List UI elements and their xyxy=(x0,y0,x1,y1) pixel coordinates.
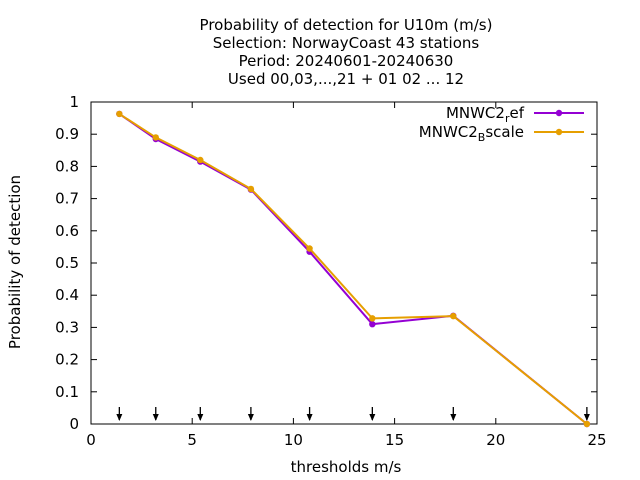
data-point xyxy=(369,320,376,328)
x-tick-label: 25 xyxy=(587,431,606,449)
arrow-head xyxy=(247,414,254,421)
data-point xyxy=(152,134,159,141)
threshold-arrow xyxy=(450,407,457,421)
arrow-head xyxy=(116,414,123,421)
x-axis: 0 5 10 15 20 25 xyxy=(86,102,607,449)
y-tick-label: 0.5 xyxy=(55,254,79,272)
x-tick-label: 20 xyxy=(486,431,505,449)
legend-swatch-point xyxy=(555,109,563,117)
x-tick-label: 0 xyxy=(86,431,96,449)
series-lines xyxy=(116,110,591,428)
legend-item: MNWC2Bscale xyxy=(419,123,584,144)
y-tick-label: 0.6 xyxy=(55,222,79,240)
x-axis-label: thresholds m/s xyxy=(291,458,402,476)
x-tick-label: 15 xyxy=(385,431,404,449)
y-tick-label: 1 xyxy=(69,93,79,111)
threshold-arrow xyxy=(369,407,376,421)
plot-frame xyxy=(90,101,598,425)
arrow-head xyxy=(306,414,313,421)
y-tick-label: 0.9 xyxy=(55,125,79,143)
data-point xyxy=(369,315,376,322)
title-line: Used 00,03,...,21 + 01 02 ... 12 xyxy=(228,70,464,88)
title-line: Probability of detection for U10m (m/s) xyxy=(200,16,493,34)
threshold-arrow xyxy=(116,407,123,421)
threshold-arrow xyxy=(583,407,590,421)
legend-item: MNWC2ref xyxy=(446,104,584,125)
title-line: Selection: NorwayCoast 43 stations xyxy=(213,34,480,52)
threshold-arrow xyxy=(152,407,159,421)
chart-title: Probability of detection for U10m (m/s)S… xyxy=(200,16,493,88)
x-tick-label: 10 xyxy=(284,431,303,449)
legend-swatch-point xyxy=(555,128,563,136)
arrow-head xyxy=(583,414,590,421)
threshold-markers xyxy=(116,407,590,421)
y-tick-label: 0.1 xyxy=(55,383,79,401)
plot-border xyxy=(90,101,598,425)
y-axis: 0 0.1 0.2 0.3 0.4 0.5 0.6 0.7 0.8 0.9 1 xyxy=(55,93,597,433)
y-tick-label: 0.4 xyxy=(55,286,79,304)
arrow-head xyxy=(369,414,376,421)
arrow-head xyxy=(450,414,457,421)
data-point xyxy=(306,245,313,252)
series-line xyxy=(118,113,588,425)
threshold-arrow xyxy=(306,407,313,421)
data-point xyxy=(247,185,255,193)
data-point xyxy=(450,312,457,320)
y-tick-label: 0.3 xyxy=(55,318,79,336)
series-1 xyxy=(116,110,591,428)
legend-label: MNWC2ref xyxy=(446,104,525,125)
title-line: Period: 20240601-20240630 xyxy=(239,52,454,70)
y-tick-label: 0.2 xyxy=(55,351,79,369)
y-tick-label: 0 xyxy=(69,415,79,433)
legend-label: MNWC2Bscale xyxy=(419,123,524,144)
data-point xyxy=(583,420,591,428)
series-line xyxy=(118,113,588,425)
y-tick-label: 0.8 xyxy=(55,157,79,175)
y-axis-label: Probability of detection xyxy=(6,175,24,349)
data-point xyxy=(197,156,204,164)
arrow-head xyxy=(197,414,204,421)
y-tick-label: 0.7 xyxy=(55,190,79,208)
data-point xyxy=(116,110,123,118)
x-tick-label: 5 xyxy=(187,431,197,449)
threshold-arrow xyxy=(247,407,254,421)
threshold-arrow xyxy=(197,407,204,421)
arrow-head xyxy=(152,414,159,421)
series-0 xyxy=(116,110,591,428)
